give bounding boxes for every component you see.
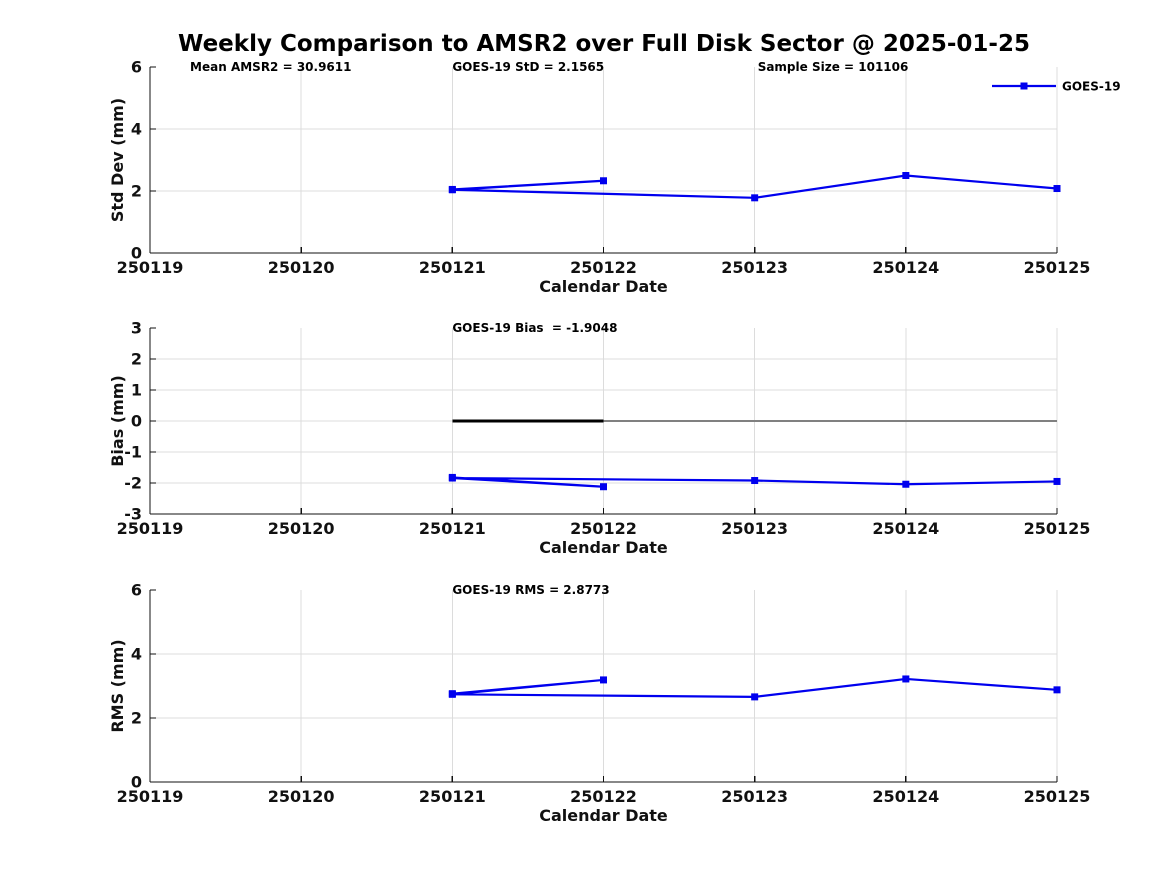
data-point-marker — [1053, 686, 1061, 694]
y-tick-label: -1 — [124, 443, 142, 462]
data-point-marker — [600, 177, 607, 185]
series-line — [451, 476, 1059, 488]
x-tick-label: 250119 — [117, 787, 184, 806]
chart-panels: 250119 250120 250121 250122 250123 250124 2501… — [108, 58, 1090, 826]
x-tick-label: 250122 — [570, 519, 637, 538]
data-point-marker — [1053, 477, 1061, 485]
x-tick-label: 250121 — [419, 258, 486, 277]
panel-annotation: Sample Size = 101106 — [758, 60, 909, 74]
data-point-marker — [600, 483, 607, 491]
x-axis-title: Calendar Date — [539, 277, 668, 296]
y-tick-label: 0 — [131, 244, 142, 263]
legend-label: GOES-19 — [1062, 80, 1121, 94]
data-point-marker — [751, 693, 759, 701]
y-tick-label: 4 — [131, 645, 142, 664]
y-axis-title: Bias (mm) — [108, 375, 127, 467]
x-tick-label: 250120 — [268, 258, 335, 277]
series-line — [451, 677, 1059, 698]
x-tick-label: 250122 — [570, 258, 637, 277]
y-axis-title: RMS (mm) — [108, 639, 127, 732]
y-tick-label: 6 — [131, 581, 142, 600]
x-tick-label: 250120 — [268, 519, 335, 538]
series-line — [451, 174, 1059, 199]
panel-std-dev: 250119 250120 250121 250122 250123 250124 2501… — [108, 58, 1090, 297]
x-tick-label: 250125 — [1024, 787, 1091, 806]
x-tick-label: 250124 — [872, 258, 939, 277]
panel-bias: 250119 250120 250121 250122 250123 250124 2501… — [108, 319, 1090, 558]
x-tick-label: 250123 — [721, 519, 788, 538]
data-point-marker — [751, 477, 759, 485]
y-tick-label: 4 — [131, 120, 142, 139]
x-tick-label: 250123 — [721, 787, 788, 806]
panel-annotation: GOES-19 Bias = -1.9048 — [452, 321, 617, 335]
y-tick-label: 0 — [131, 412, 142, 431]
x-tick-label: 250125 — [1024, 258, 1091, 277]
y-tick-label: 0 — [131, 773, 142, 792]
data-point-marker — [1053, 185, 1061, 193]
x-tick-label: 250120 — [268, 787, 335, 806]
x-tick-label: 250119 — [117, 258, 184, 277]
x-tick-label: 250124 — [872, 519, 939, 538]
legend: GOES-19 — [992, 80, 1121, 94]
data-point-marker — [448, 474, 456, 482]
chart-title: Weekly Comparison to AMSR2 over Full Dis… — [178, 31, 1030, 57]
x-tick-label: 250124 — [872, 787, 939, 806]
y-tick-label: 2 — [131, 709, 142, 728]
x-axis-title: Calendar Date — [539, 806, 668, 825]
data-point-marker — [902, 172, 910, 179]
y-tick-label: 2 — [131, 350, 142, 369]
x-tick-label: 250125 — [1024, 519, 1091, 538]
panel-annotation: Mean AMSR2 = 30.9611 — [190, 60, 351, 74]
x-axis-title: Calendar Date — [539, 538, 668, 557]
y-tick-label: -3 — [124, 505, 142, 524]
data-point-marker — [751, 194, 759, 202]
legend-marker — [1020, 82, 1028, 90]
x-tick-label: 250122 — [570, 787, 637, 806]
data-point-marker — [902, 675, 910, 683]
y-tick-label: 1 — [131, 381, 142, 400]
x-tick-label: 250121 — [419, 787, 486, 806]
y-tick-label: 2 — [131, 182, 142, 201]
y-tick-label: 3 — [131, 319, 142, 338]
x-tick-label: 250119 — [117, 519, 184, 538]
panel-annotation: GOES-19 StD = 2.1565 — [452, 60, 604, 74]
y-tick-label: -2 — [124, 474, 142, 493]
data-point-marker — [902, 480, 910, 488]
x-tick-label: 250123 — [721, 258, 788, 277]
data-point-marker — [448, 186, 456, 194]
y-axis-title: Std Dev (mm) — [108, 98, 127, 222]
panel-rms: 250119 250120 250121 250122 250123 250124 2501… — [108, 581, 1090, 826]
x-tick-label: 250121 — [419, 519, 486, 538]
data-point-marker — [600, 676, 607, 684]
y-tick-label: 6 — [131, 58, 142, 77]
panel-annotation: GOES-19 RMS = 2.8773 — [452, 583, 609, 597]
data-point-marker — [448, 690, 456, 698]
